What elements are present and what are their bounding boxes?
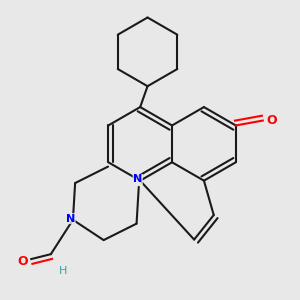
Text: N: N — [66, 214, 75, 224]
Text: H: H — [59, 266, 67, 276]
Text: O: O — [17, 255, 28, 268]
Text: O: O — [266, 114, 277, 127]
Text: N: N — [133, 174, 142, 184]
